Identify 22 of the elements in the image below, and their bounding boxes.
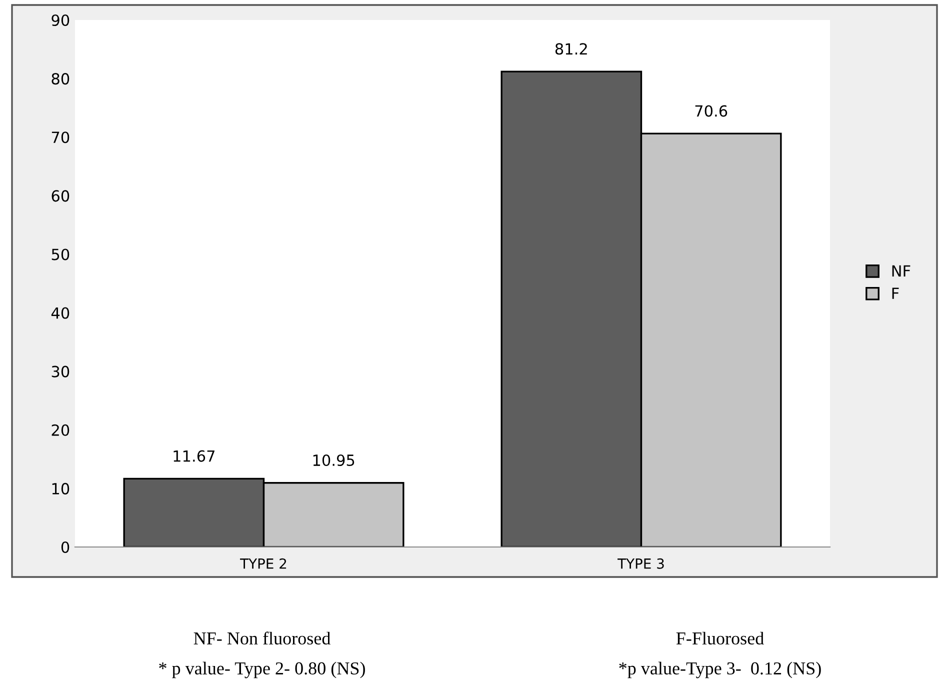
y-tick-label: 40 — [51, 307, 70, 319]
y-tick-label: 60 — [52, 190, 70, 202]
x-tick-label: TYPE 3 — [618, 558, 664, 569]
y-tick-label: 20 — [52, 424, 70, 436]
y-tick-label: 90 — [52, 14, 70, 26]
legend-label: F — [892, 288, 899, 299]
text: NF- Non fluorosed — [194, 632, 330, 645]
text: *p value-Type 3- 0.12 (NS) — [619, 662, 821, 678]
data-label: 81.2 — [555, 43, 587, 55]
data-label: 11.67 — [174, 450, 214, 462]
y-tick-label: 50 — [52, 248, 70, 260]
y-tick-label: 0 — [61, 541, 70, 554]
y-tick-label: 70 — [52, 132, 70, 144]
y-tick-label: 80 — [52, 73, 70, 85]
legend-label: NF — [892, 265, 910, 277]
data-label: 10.95 — [313, 454, 354, 466]
text: * p value- Type 2- 0.80 (NS) — [159, 662, 365, 678]
x-tick-label: TYPE 2 — [240, 558, 286, 569]
data-label: 70.6 — [695, 105, 728, 117]
text: F-Fluorosed — [676, 632, 764, 645]
y-tick-label: 30 — [52, 366, 70, 378]
y-tick-label: 10 — [52, 482, 70, 494]
